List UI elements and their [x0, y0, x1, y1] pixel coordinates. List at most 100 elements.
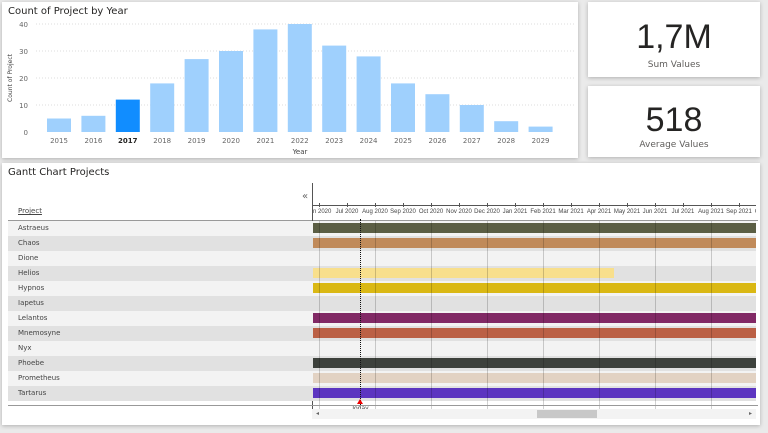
gridline [655, 221, 656, 415]
gantt-bar-prometheus[interactable] [313, 373, 756, 383]
y-tick-label: 0 [24, 129, 28, 137]
header-divider [8, 220, 758, 221]
project-row-prometheus[interactable]: Prometheus [8, 371, 312, 386]
gantt-bar-helios[interactable] [313, 268, 614, 278]
timeline-row [312, 251, 756, 266]
x-axis-title: Year [292, 148, 308, 156]
y-tick-label: 20 [19, 75, 28, 83]
bar-2018[interactable] [150, 83, 175, 132]
gantt-bar-astraeus[interactable] [313, 223, 756, 233]
gantt-bar-lelantos[interactable] [313, 313, 756, 323]
month-label: May 2021 [613, 209, 641, 215]
month-label: Jun 2021 [642, 209, 668, 215]
scrollbar-thumb[interactable] [537, 410, 597, 418]
x-tick-label: 2023 [325, 137, 343, 145]
project-column-header[interactable]: Project [18, 207, 42, 215]
timeline-row [312, 296, 756, 311]
month-label: Apr 2021 [586, 209, 612, 215]
x-tick-label: 2018 [153, 137, 171, 145]
bar-2020[interactable] [219, 51, 243, 132]
y-axis-title: Count of Project [7, 53, 14, 102]
month-label: Dec 2020 [474, 209, 500, 215]
today-label: Today [351, 405, 368, 412]
month-label: Mar 2021 [558, 209, 584, 215]
bar-2017[interactable] [115, 99, 140, 132]
timeline-row [312, 341, 756, 356]
kpi-label: Sum Values [647, 60, 701, 70]
x-tick-label: 2029 [532, 137, 550, 145]
x-tick-label: 2015 [50, 137, 68, 145]
x-tick-label: 2027 [463, 137, 481, 145]
kpi-value: 518 [645, 101, 703, 139]
month-label: Oct 2020 [418, 209, 444, 215]
month-label: Feb 2021 [530, 209, 556, 215]
gantt-title: Gantt Chart Projects [8, 167, 110, 178]
gridline [599, 221, 600, 415]
x-tick-label: 2026 [428, 137, 446, 145]
gantt-bar-phoebe[interactable] [313, 358, 756, 368]
double-chevron-left-icon[interactable]: « [302, 191, 309, 202]
bar-2021[interactable] [253, 29, 278, 132]
gantt-bar-chaos[interactable] [313, 238, 756, 248]
gridline [319, 221, 320, 415]
horizontal-scrollbar[interactable]: ◂ ▸ [312, 409, 756, 419]
today-marker-icon [357, 399, 363, 404]
bar-2029[interactable] [528, 126, 553, 132]
footer-divider [8, 405, 758, 406]
bar-2027[interactable] [459, 105, 484, 132]
bar-2019[interactable] [184, 59, 209, 132]
month-label: Jul 2021 [671, 209, 695, 215]
kpi-value: 1,7M [636, 18, 712, 56]
kpi-label: Average Values [639, 140, 709, 150]
x-tick-label: 2021 [256, 137, 274, 145]
y-tick-label: 30 [19, 48, 28, 56]
gridline [711, 221, 712, 415]
timeline-axis [312, 205, 756, 206]
project-row-chaos[interactable]: Chaos [8, 236, 312, 251]
project-row-tartarus[interactable]: Tartarus [8, 386, 312, 401]
month-label: Sep 2020 [390, 209, 416, 215]
month-label: Jan 2021 [502, 209, 528, 215]
project-row-lelantos[interactable]: Lelantos [8, 311, 312, 326]
kpi-card-sum: 1,7M Sum Values [588, 2, 760, 77]
gantt-bar-tartarus[interactable] [313, 388, 756, 398]
bar-2024[interactable] [356, 56, 381, 132]
bar-2026[interactable] [425, 94, 450, 132]
bar-2023[interactable] [322, 45, 347, 132]
bar-2022[interactable] [287, 24, 312, 132]
project-row-dione[interactable]: Dione [8, 251, 312, 266]
month-label: Aug 2020 [362, 209, 388, 215]
month-label: Jun 2020 [312, 209, 332, 215]
month-label: Sep 2021 [726, 209, 752, 215]
y-tick-label: 10 [19, 102, 28, 110]
x-tick-label: 2028 [497, 137, 515, 145]
chart-title: Count of Project by Year [8, 6, 128, 17]
x-tick-label: 2024 [360, 137, 378, 145]
project-row-iapetus[interactable]: Iapetus [8, 296, 312, 311]
bar-2025[interactable] [391, 83, 415, 132]
project-row-nyx[interactable]: Nyx [8, 341, 312, 356]
x-tick-label: 2017 [118, 137, 138, 145]
gantt-bar-mnemosyne[interactable] [313, 328, 756, 338]
project-row-hypnos[interactable]: Hypnos [8, 281, 312, 296]
gridline [543, 221, 544, 415]
bar-2016[interactable] [81, 115, 106, 132]
bar-2028[interactable] [494, 121, 519, 132]
project-row-mnemosyne[interactable]: Mnemosyne [8, 326, 312, 341]
kpi-card-average: 518 Average Values [588, 86, 760, 157]
project-row-astraeus[interactable]: Astraeus [8, 221, 312, 236]
today-line [360, 219, 361, 405]
scroll-right-icon[interactable]: ▸ [748, 410, 752, 417]
x-tick-label: 2025 [394, 137, 412, 145]
scroll-left-icon[interactable]: ◂ [316, 410, 320, 417]
x-tick-label: 2016 [84, 137, 102, 145]
gantt-bar-hypnos[interactable] [313, 283, 756, 293]
x-tick-label: 2019 [188, 137, 206, 145]
month-label: Jul 2020 [335, 209, 359, 215]
project-row-phoebe[interactable]: Phoebe [8, 356, 312, 371]
gridline [487, 221, 488, 415]
project-row-helios[interactable]: Helios [8, 266, 312, 281]
gridline [431, 221, 432, 415]
bar-2015[interactable] [47, 118, 71, 133]
